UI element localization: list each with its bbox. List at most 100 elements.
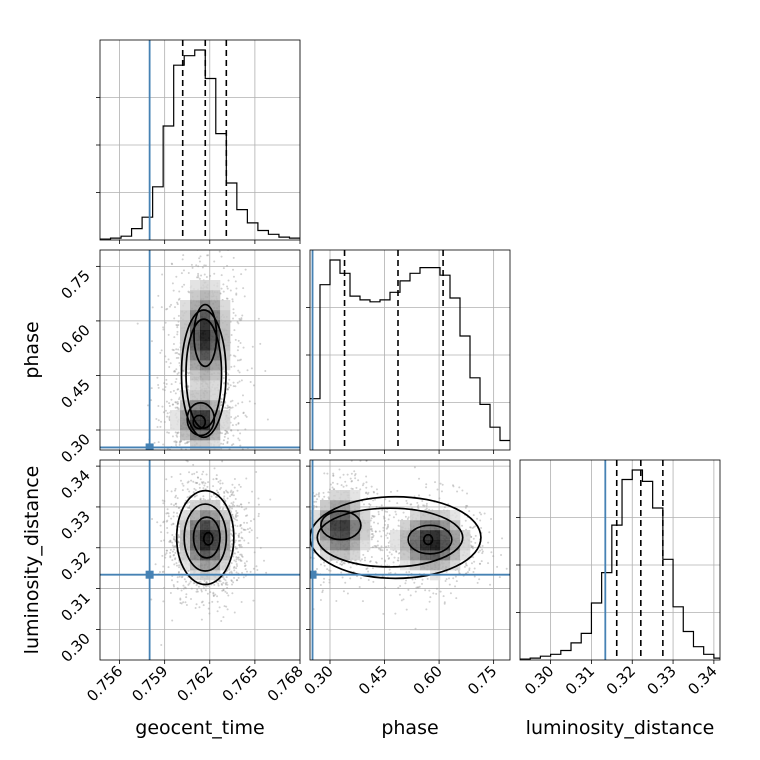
density-geocent-time-vs-phase-sample bbox=[197, 265, 200, 268]
density-geocent-time-vs-phase-sample bbox=[174, 392, 177, 395]
density-geocent-time-vs-luminosity-distance-sample bbox=[173, 553, 176, 556]
density-phase-vs-luminosity-distance-sample bbox=[389, 571, 392, 574]
density-geocent-time-vs-luminosity-distance-sample bbox=[162, 600, 165, 603]
density-geocent-time-vs-luminosity-distance-sample bbox=[188, 471, 191, 474]
density-geocent-time-vs-luminosity-distance-sample bbox=[233, 504, 236, 507]
x-axis-label-luminosity-distance: luminosity_distance bbox=[526, 717, 715, 739]
density-geocent-time-vs-phase-sample bbox=[167, 358, 170, 361]
density-geocent-time-vs-luminosity-distance-sample bbox=[170, 523, 173, 526]
density-geocent-time-vs-luminosity-distance-sample bbox=[224, 583, 227, 586]
density-geocent-time-vs-phase-contour-2 bbox=[193, 303, 218, 368]
density-geocent-time-vs-phase-sample bbox=[237, 422, 240, 425]
density-geocent-time-vs-phase-sample bbox=[174, 370, 177, 373]
density-geocent-time-vs-phase-sample bbox=[190, 263, 193, 266]
density-phase-vs-luminosity-distance-sample bbox=[297, 553, 299, 555]
density-geocent-time-vs-luminosity-distance-sample bbox=[175, 505, 178, 508]
density-geocent-time-vs-phase-sample bbox=[220, 432, 223, 435]
density-geocent-time-vs-luminosity-distance-sample bbox=[235, 567, 238, 570]
density-phase-vs-luminosity-distance-density-cell bbox=[400, 550, 411, 561]
density-geocent-time-vs-luminosity-distance-sample bbox=[246, 514, 249, 517]
density-phase-vs-luminosity-distance-sample bbox=[472, 570, 475, 573]
density-phase-vs-luminosity-distance-sample bbox=[375, 545, 378, 548]
density-geocent-time-vs-phase-sample bbox=[176, 435, 179, 438]
density-phase-vs-luminosity-distance-sample bbox=[487, 562, 490, 565]
density-phase-vs-luminosity-distance-sample bbox=[370, 538, 373, 541]
density-geocent-time-vs-luminosity-distance-sample bbox=[245, 507, 248, 510]
density-phase-vs-luminosity-distance-sample bbox=[455, 597, 458, 600]
density-geocent-time-vs-phase-sample bbox=[230, 334, 233, 337]
density-geocent-time-vs-luminosity-distance-sample bbox=[257, 515, 260, 518]
density-phase-vs-luminosity-distance-density-cell bbox=[330, 500, 341, 511]
density-phase-vs-luminosity-distance-sample bbox=[387, 518, 390, 521]
density-geocent-time-vs-phase-density-cell bbox=[210, 350, 221, 361]
density-phase-vs-luminosity-distance-density-cell bbox=[430, 540, 441, 551]
density-geocent-time-vs-luminosity-distance-sample bbox=[244, 568, 247, 571]
density-phase-vs-luminosity-distance-sample bbox=[483, 512, 486, 515]
density-geocent-time-vs-phase-density-cell bbox=[190, 370, 201, 381]
density-geocent-time-vs-phase-sample bbox=[168, 305, 171, 308]
density-geocent-time-vs-luminosity-distance-sample bbox=[231, 505, 234, 508]
density-phase-vs-luminosity-distance-sample bbox=[445, 578, 448, 581]
density-phase-vs-luminosity-distance-sample bbox=[472, 514, 475, 517]
density-geocent-time-vs-phase-sample bbox=[200, 274, 203, 277]
density-geocent-time-vs-luminosity-distance-sample bbox=[231, 507, 234, 510]
density-geocent-time-vs-phase-sample bbox=[188, 230, 190, 232]
density-geocent-time-vs-luminosity-distance-sample bbox=[255, 565, 258, 568]
density-phase-vs-luminosity-distance-sample bbox=[452, 577, 455, 580]
density-geocent-time-vs-phase-contour-0 bbox=[180, 309, 227, 439]
density-geocent-time-vs-phase-sample bbox=[159, 351, 162, 354]
density-geocent-time-vs-luminosity-distance-sample bbox=[223, 498, 226, 501]
density-geocent-time-vs-luminosity-distance-sample bbox=[163, 520, 166, 523]
density-geocent-time-vs-phase-sample bbox=[226, 264, 229, 267]
density-geocent-time-vs-luminosity-distance-sample bbox=[265, 571, 268, 574]
density-geocent-time-vs-phase-sample bbox=[227, 279, 230, 282]
density-geocent-time-vs-phase-sample bbox=[240, 226, 242, 228]
density-phase-vs-luminosity-distance-sample bbox=[481, 544, 484, 547]
density-geocent-time-vs-luminosity-distance-sample bbox=[174, 489, 177, 492]
density-geocent-time-vs-phase-sample bbox=[165, 360, 168, 363]
density-phase-vs-luminosity-distance-sample bbox=[422, 504, 425, 507]
density-geocent-time-vs-phase-density-cell bbox=[200, 370, 211, 381]
density-geocent-time-vs-phase-density-cell bbox=[170, 410, 181, 421]
density-geocent-time-vs-phase-sample bbox=[197, 455, 199, 457]
density-phase-vs-luminosity-distance-density-cell bbox=[350, 500, 361, 511]
density-phase-vs-luminosity-distance-sample bbox=[374, 530, 377, 533]
density-geocent-time-vs-luminosity-distance-density-cell bbox=[180, 550, 191, 561]
density-phase-vs-luminosity-distance-sample bbox=[481, 552, 484, 555]
density-phase-vs-luminosity-distance-sample bbox=[367, 570, 370, 573]
density-geocent-time-vs-luminosity-distance-sample bbox=[234, 513, 237, 516]
density-phase-vs-luminosity-distance-density-cell bbox=[310, 520, 321, 531]
density-geocent-time-vs-luminosity-distance-sample bbox=[234, 552, 237, 555]
density-phase-vs-luminosity-distance-contour-3 bbox=[407, 524, 453, 555]
density-geocent-time-vs-luminosity-distance-sample bbox=[192, 463, 195, 466]
density-geocent-time-vs-phase-sample bbox=[224, 432, 227, 435]
density-phase-vs-luminosity-distance-sample bbox=[344, 581, 347, 584]
density-geocent-time-vs-luminosity-distance-sample bbox=[191, 473, 194, 476]
density-phase-vs-luminosity-distance-sample bbox=[328, 569, 331, 572]
density-geocent-time-vs-phase-sample bbox=[236, 429, 239, 432]
density-geocent-time-vs-phase-sample bbox=[169, 362, 172, 365]
density-geocent-time-vs-luminosity-distance-sample bbox=[209, 591, 212, 594]
density-geocent-time-vs-phase-sample bbox=[252, 384, 255, 387]
density-geocent-time-vs-luminosity-distance-sample bbox=[233, 565, 236, 568]
density-phase-vs-luminosity-distance-sample bbox=[386, 536, 389, 539]
density-geocent-time-vs-luminosity-distance-sample bbox=[238, 544, 241, 547]
hist-luminosity-distance-frame bbox=[519, 459, 721, 661]
density-phase-vs-luminosity-distance-sample bbox=[416, 505, 419, 508]
density-geocent-time-vs-phase-sample bbox=[161, 405, 164, 408]
density-geocent-time-vs-luminosity-distance-sample bbox=[231, 513, 234, 516]
density-phase-vs-luminosity-distance-sample bbox=[490, 518, 493, 521]
density-geocent-time-vs-luminosity-distance-sample bbox=[186, 460, 189, 463]
density-geocent-time-vs-phase-sample bbox=[226, 388, 229, 391]
density-geocent-time-vs-luminosity-distance-sample bbox=[166, 527, 169, 530]
density-phase-vs-luminosity-distance-sample bbox=[342, 561, 345, 564]
density-phase-vs-luminosity-distance-sample bbox=[476, 581, 479, 584]
density-phase-vs-luminosity-distance-sample bbox=[336, 482, 339, 485]
density-geocent-time-vs-luminosity-distance-sample bbox=[172, 522, 175, 525]
density-phase-vs-luminosity-distance-density-cell bbox=[440, 540, 451, 551]
density-phase-vs-luminosity-distance-sample bbox=[481, 548, 484, 551]
density-geocent-time-vs-phase-sample bbox=[163, 420, 166, 423]
density-phase-vs-luminosity-distance-sample bbox=[291, 560, 293, 562]
density-geocent-time-vs-phase-sample bbox=[226, 404, 229, 407]
density-geocent-time-vs-luminosity-distance-contour-1 bbox=[183, 503, 228, 572]
